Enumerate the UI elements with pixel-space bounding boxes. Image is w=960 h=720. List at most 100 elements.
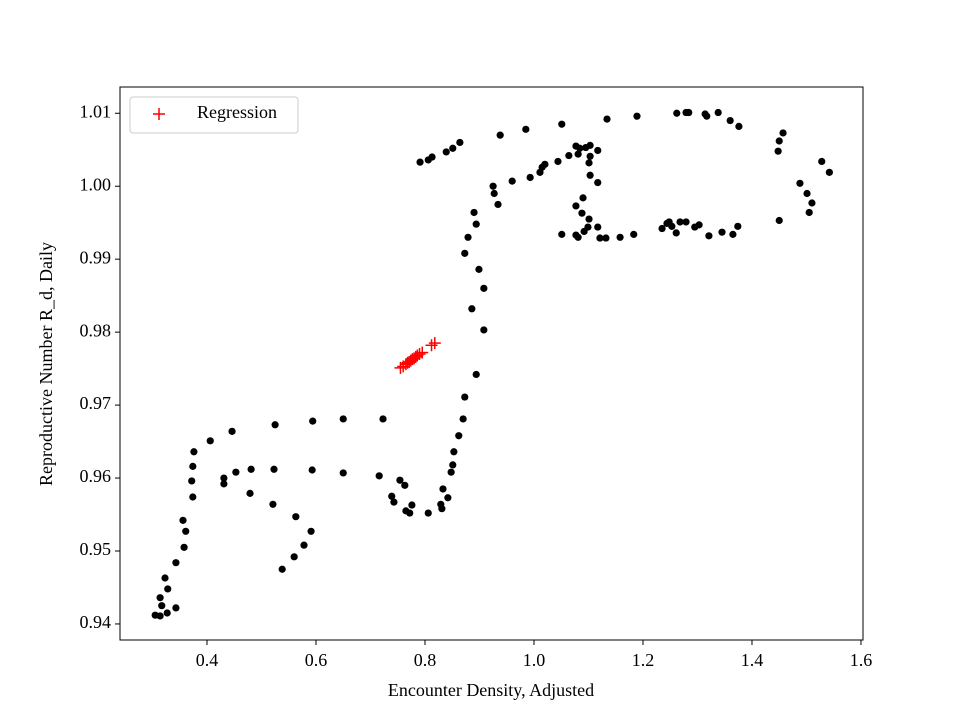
point	[375, 472, 383, 480]
point	[714, 108, 722, 117]
point	[455, 432, 463, 440]
point	[464, 233, 472, 241]
y-tick-label: 1.01	[80, 101, 112, 121]
point	[594, 223, 602, 231]
point	[508, 177, 516, 185]
point	[339, 469, 347, 477]
point	[447, 468, 455, 476]
point	[220, 480, 228, 488]
point	[572, 202, 580, 210]
point	[703, 112, 711, 120]
point	[676, 218, 684, 226]
point	[726, 116, 734, 125]
y-tick-label: 0.95	[80, 539, 112, 559]
point	[729, 230, 737, 238]
point	[379, 415, 387, 423]
y-tick-label: 1.00	[80, 174, 112, 194]
point	[424, 509, 432, 517]
plus-marker	[153, 108, 165, 120]
point	[480, 284, 488, 292]
point	[796, 179, 804, 187]
point	[616, 233, 624, 241]
point	[490, 189, 498, 198]
point	[578, 209, 586, 217]
point	[179, 516, 187, 524]
point	[558, 120, 566, 128]
point	[449, 461, 457, 469]
y-tick-label: 0.94	[80, 612, 112, 632]
point	[818, 157, 826, 166]
plus-marker	[411, 349, 424, 362]
y-axis-label: Reproductive Number R_d, Daily	[36, 242, 56, 486]
point	[161, 574, 169, 582]
point	[522, 125, 530, 133]
y-tick-label: 0.98	[80, 320, 112, 340]
point	[705, 232, 713, 240]
plot-frame	[119, 86, 864, 641]
point	[468, 305, 476, 313]
point	[586, 171, 594, 179]
point	[456, 138, 464, 147]
point	[594, 178, 602, 187]
point	[695, 221, 703, 229]
point	[300, 541, 308, 549]
point	[416, 158, 424, 166]
point	[206, 437, 214, 445]
point	[774, 147, 782, 155]
point	[189, 493, 197, 501]
point	[449, 144, 457, 152]
point	[735, 122, 743, 130]
point	[565, 151, 573, 160]
point	[586, 141, 594, 149]
point	[269, 500, 277, 508]
point	[580, 227, 588, 236]
point	[596, 234, 604, 242]
point	[673, 109, 681, 117]
point	[470, 208, 478, 217]
point	[182, 527, 190, 535]
point	[603, 115, 611, 123]
point	[307, 527, 315, 535]
point	[278, 565, 286, 573]
point	[172, 559, 180, 567]
point	[734, 222, 742, 230]
plus-marker	[428, 337, 441, 350]
point	[685, 108, 693, 117]
point	[438, 505, 446, 513]
point	[472, 370, 480, 379]
point	[408, 501, 416, 509]
point	[585, 215, 593, 223]
point	[428, 153, 436, 161]
point	[172, 604, 180, 612]
point	[480, 326, 488, 334]
point	[572, 231, 580, 239]
point	[576, 144, 584, 152]
point	[450, 448, 458, 456]
point	[292, 513, 300, 521]
point	[805, 208, 813, 217]
x-tick-label: 1.4	[741, 650, 764, 670]
point	[439, 485, 447, 493]
point	[585, 159, 593, 167]
point	[672, 229, 680, 237]
point	[188, 477, 196, 485]
point	[401, 481, 409, 489]
point	[158, 602, 166, 610]
plus-marker	[413, 348, 426, 361]
point	[308, 466, 316, 474]
point	[775, 216, 783, 225]
point	[526, 173, 534, 182]
point	[180, 543, 188, 551]
x-tick-label: 1.0	[523, 650, 546, 670]
point	[775, 137, 783, 145]
point	[270, 465, 278, 473]
point	[232, 468, 240, 476]
point	[475, 265, 483, 273]
point	[164, 585, 172, 593]
point	[390, 498, 398, 506]
point	[406, 509, 414, 517]
y-tick-label: 0.99	[80, 247, 112, 267]
point	[718, 228, 726, 236]
